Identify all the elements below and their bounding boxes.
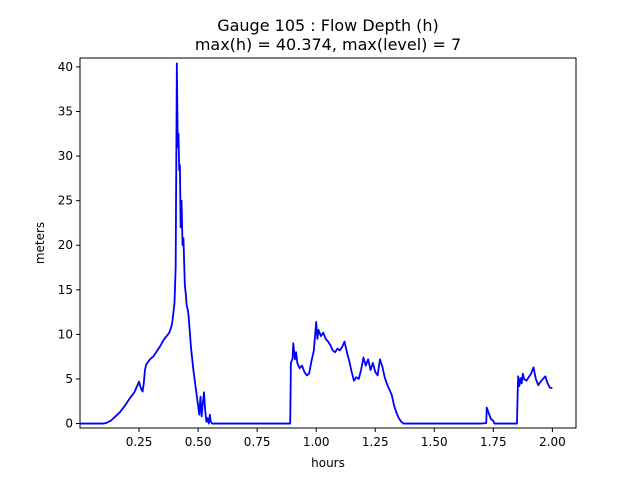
y-tick-label: 5 <box>65 372 73 386</box>
x-tick-label: 0.25 <box>126 435 153 449</box>
y-tick-label: 35 <box>58 104 73 118</box>
y-tick-label: 10 <box>58 327 73 341</box>
series-line <box>80 62 553 425</box>
x-tick-label: 0.75 <box>244 435 271 449</box>
x-tick-label: 1.25 <box>362 435 389 449</box>
x-tick-label: 1.50 <box>421 435 448 449</box>
chart-title: Gauge 105 : Flow Depth (h) <box>217 16 439 35</box>
y-tick-label: 15 <box>58 283 73 297</box>
x-tick-label: 1.00 <box>303 435 330 449</box>
chart-subtitle: max(h) = 40.374, max(level) = 7 <box>195 35 461 54</box>
y-tick-label: 25 <box>58 194 73 208</box>
y-tick-label: 0 <box>65 417 73 431</box>
x-axis: 0.25 0.50 0.75 1.00 1.25 1.50 1.75 2.00 <box>126 428 566 449</box>
y-axis-label: meters <box>33 222 47 264</box>
y-tick-label: 20 <box>58 238 73 252</box>
y-axis: 0 5 10 15 20 25 30 35 40 <box>58 60 80 431</box>
plot-frame <box>79 57 577 429</box>
x-tick-label: 0.50 <box>185 435 212 449</box>
x-tick-label: 2.00 <box>539 435 566 449</box>
y-tick-label: 30 <box>58 149 73 163</box>
x-axis-label: hours <box>311 456 345 470</box>
y-tick-label: 40 <box>58 60 73 74</box>
x-tick-label: 1.75 <box>480 435 507 449</box>
